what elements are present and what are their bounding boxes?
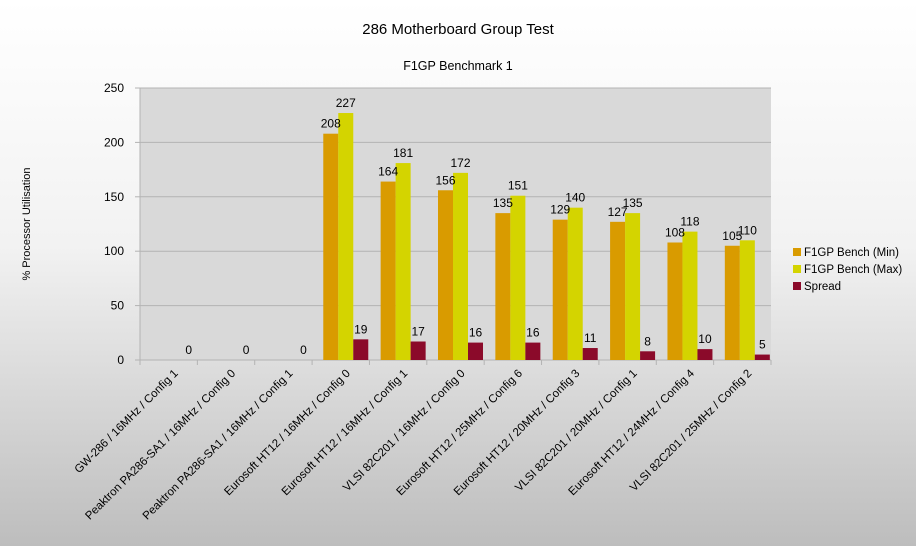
y-axis-title: % Processor Utilisation: [21, 167, 33, 280]
x-category-label: VLSI 82C201 / 20MHz / Config 1: [513, 368, 639, 494]
x-category-label: VLSI 82C201 / 16MHz / Config 0: [341, 368, 467, 494]
data-label: 11: [584, 331, 597, 345]
x-category-label: VLSI 82C201 / 25MHz / Config 2: [628, 368, 754, 494]
data-label: 0: [185, 343, 192, 357]
data-label: 181: [393, 146, 413, 160]
legend: F1GP Bench (Min) F1GP Bench (Max) Spread: [793, 247, 902, 293]
bar-spread: [525, 342, 541, 360]
data-label: 16: [526, 326, 540, 340]
x-category-label: Eurosoft HT12 / 25MHz / Config 6: [394, 368, 525, 499]
bar-spread: [468, 342, 483, 360]
legend-label: F1GP Bench (Min): [804, 247, 899, 259]
bar-f1gp-bench-max: [510, 195, 526, 360]
data-label: 105: [722, 229, 742, 243]
y-tick-label: 50: [111, 299, 125, 313]
bar-spread: [640, 351, 656, 360]
chart-subtitle: F1GP Benchmark 1: [403, 59, 513, 73]
data-label: 17: [411, 325, 425, 339]
data-label: 156: [435, 173, 455, 187]
bar-f1gp-bench-min: [724, 245, 740, 360]
data-label: 129: [550, 203, 570, 217]
data-label: 227: [336, 96, 356, 110]
bar-f1gp-bench-max: [682, 231, 698, 360]
data-label: 118: [680, 215, 699, 229]
x-category-label: GW-286 / 16MHz / Config 1: [73, 368, 181, 476]
bar-f1gp-bench-min: [495, 213, 511, 360]
bar-spread: [410, 341, 426, 360]
x-category-label: Eurosoft HT12 / 16MHz / Config 0: [222, 368, 353, 499]
bar-f1gp-bench-max: [625, 213, 641, 360]
bar-f1gp-bench-max: [395, 163, 411, 360]
data-label: 16: [469, 326, 483, 340]
bar-spread: [697, 349, 713, 360]
legend-swatch: [793, 265, 801, 273]
data-labels: 0 0 0 208 227 19 164 181 17 156 172 16 135 151 16 12914…: [185, 96, 766, 357]
bar-spread: [353, 339, 369, 360]
bar-f1gp-bench-min: [610, 221, 626, 360]
data-label: 172: [450, 156, 470, 170]
data-label: 208: [321, 117, 341, 131]
data-label: 5: [759, 338, 766, 352]
y-tick-label: 0: [117, 353, 124, 367]
data-label: 110: [738, 223, 757, 237]
data-label: 127: [608, 205, 628, 219]
y-tick-label: 100: [104, 244, 124, 258]
data-label: 8: [644, 334, 651, 348]
data-label: 0: [243, 343, 250, 357]
bar-f1gp-bench-max: [453, 172, 468, 360]
data-label: 19: [354, 322, 368, 336]
x-category-label: Eurosoft HT12 / 20MHz / Config 3: [452, 368, 583, 499]
data-label: 135: [493, 196, 513, 210]
bar-f1gp-bench-min: [438, 190, 453, 360]
legend-label: F1GP Bench (Max): [804, 264, 902, 276]
data-label: 10: [698, 332, 712, 346]
x-category-label: Eurosoft HT12 / 16MHz / Config 1: [280, 368, 411, 499]
legend-label: Spread: [804, 281, 841, 293]
bar-f1gp-bench-max: [739, 240, 755, 360]
y-axis-ticks: 0 50 100 150 200 250: [104, 81, 124, 367]
bars: [323, 113, 770, 360]
bar-f1gp-bench-min: [552, 219, 568, 360]
data-label: 164: [378, 165, 398, 179]
bar-f1gp-bench-max: [338, 113, 354, 360]
bar-spread: [582, 348, 598, 360]
y-tick-label: 250: [104, 81, 124, 95]
chart-title: 286 Motherboard Group Test: [362, 21, 554, 38]
data-label: 0: [300, 343, 307, 357]
legend-swatch: [793, 282, 801, 290]
bar-f1gp-bench-min: [380, 181, 396, 360]
data-label: 151: [508, 179, 528, 193]
data-label: 108: [665, 225, 685, 239]
legend-swatch: [793, 248, 801, 256]
bar-f1gp-bench-min: [667, 242, 683, 360]
x-category-label: Eurosoft HT12 / 24MHz / Config 4: [567, 367, 698, 498]
data-label: 135: [623, 196, 643, 210]
data-label: 140: [565, 191, 585, 205]
bar-spread: [754, 354, 770, 360]
bar-f1gp-bench-min: [323, 133, 339, 360]
y-tick-label: 200: [104, 135, 124, 149]
bar-f1gp-bench-max: [567, 207, 583, 360]
y-tick-label: 150: [104, 190, 124, 204]
